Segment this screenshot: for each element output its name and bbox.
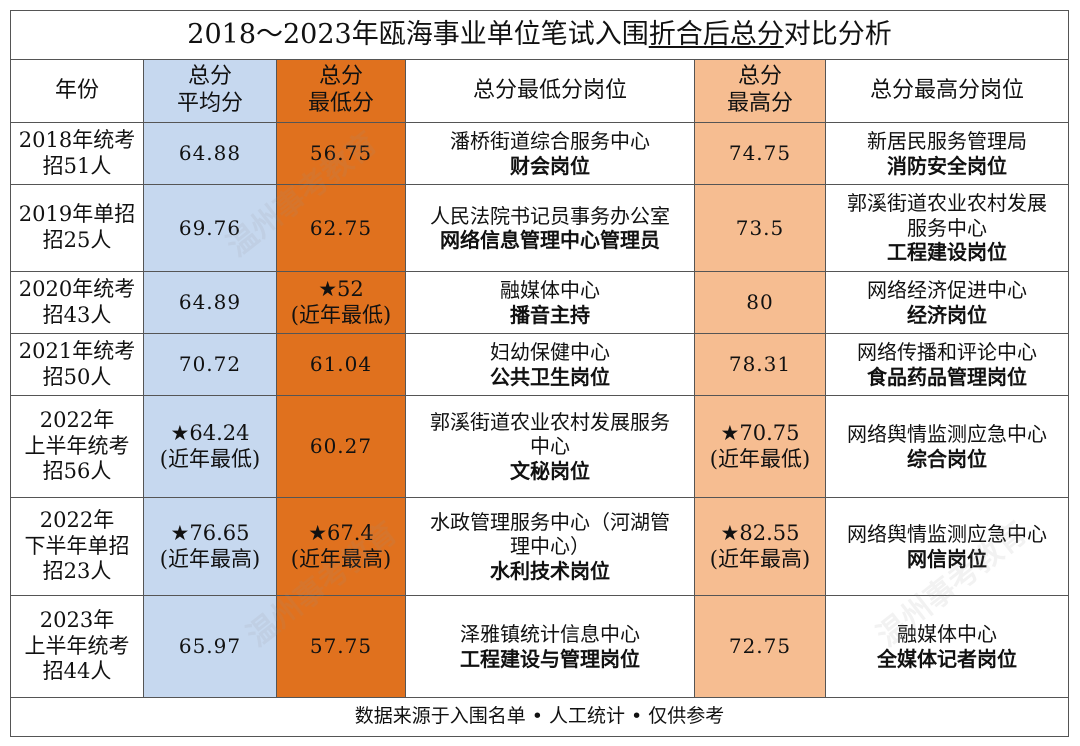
data-source-footer: 数据来源于入围名单 • 人工统计 • 仅供参考 (10, 697, 1069, 737)
avg-cell: 64.89 (143, 271, 277, 334)
max-cell: 72.75 (694, 595, 826, 698)
header-max-position: 总分最高分岗位 (825, 59, 1069, 123)
avg-cell: ★64.24 (近年最低) (143, 395, 277, 498)
max-position-cell: 郭溪街道农业农村发展 服务中心 工程建设岗位 (825, 184, 1069, 272)
year-cell: 2021年统考 招50人 (10, 333, 144, 396)
min-position-cell: 融媒体中心 播音主持 (405, 271, 695, 334)
header-max: 总分 最高分 (694, 59, 826, 123)
title-underlined: 折合后总分 (648, 18, 784, 50)
title-prefix: 2018～2023年瓯海事业单位笔试入围 (187, 18, 649, 50)
max-cell: 73.5 (694, 184, 826, 272)
year-cell: 2020年统考 招43人 (10, 271, 144, 334)
year-cell: 2022年 上半年统考 招56人 (10, 395, 144, 498)
min-cell: 56.75 (276, 122, 406, 185)
table-row: 2023年 上半年统考 招44人 65.97 57.75 泽雅镇统计信息中心 工程建设… (10, 595, 1069, 698)
year-cell: 2019年单招 招25人 (10, 184, 144, 272)
min-position-cell: 潘桥街道综合服务中心 财会岗位 (405, 122, 695, 185)
max-cell: ★70.75 (近年最低) (694, 395, 826, 498)
table-row: 2022年 上半年统考 招56人 ★64.24 (近年最低) 60.27 郭溪街道农业… (10, 395, 1069, 498)
year-cell: 2018年统考 招51人 (10, 122, 144, 185)
avg-cell: 64.88 (143, 122, 277, 185)
table-title: 2018～2023年瓯海事业单位笔试入围折合后总分对比分析 (10, 10, 1069, 60)
min-position-cell: 人民法院书记员事务办公室 网络信息管理中心管理员 (405, 184, 695, 272)
title-suffix: 对比分析 (783, 18, 892, 50)
year-cell: 2023年 上半年统考 招44人 (10, 595, 144, 698)
max-position-cell: 网络舆情监测应急中心 综合岗位 (825, 395, 1069, 498)
table-row: 2018年统考 招51人 64.88 56.75 潘桥街道综合服务中心 财会岗位 7… (10, 122, 1069, 185)
max-cell: 80 (694, 271, 826, 334)
min-cell: ★52 (近年最低) (276, 271, 406, 334)
max-position-cell: 新居民服务管理局 消防安全岗位 (825, 122, 1069, 185)
min-position-cell: 泽雅镇统计信息中心 工程建设与管理岗位 (405, 595, 695, 698)
avg-cell: 65.97 (143, 595, 277, 698)
min-position-cell: 郭溪街道农业农村发展服务 中心 文秘岗位 (405, 395, 695, 498)
avg-cell: ★76.65 (近年最高) (143, 497, 277, 596)
header-row: 年份 总分 平均分 总分 最低分 总分最低分岗位 总分 最高分 总分最高分岗位 (10, 59, 1069, 123)
min-cell: 57.75 (276, 595, 406, 698)
max-position-cell: 网络经济促进中心 经济岗位 (825, 271, 1069, 334)
min-cell: 61.04 (276, 333, 406, 396)
header-min-position: 总分最低分岗位 (405, 59, 695, 123)
avg-cell: 69.76 (143, 184, 277, 272)
min-cell: 60.27 (276, 395, 406, 498)
table-row: 2021年统考 招50人 70.72 61.04 妇幼保健中心 公共卫生岗位 78.… (10, 333, 1069, 396)
header-avg: 总分 平均分 (143, 59, 277, 123)
max-cell: 78.31 (694, 333, 826, 396)
max-position-cell: 网络传播和评论中心 食品药品管理岗位 (825, 333, 1069, 396)
score-comparison-table: 2018～2023年瓯海事业单位笔试入围折合后总分对比分析 年份 总分 平均分 总… (10, 10, 1069, 737)
table-row: 2019年单招 招25人 69.76 62.75 人民法院书记员事务办公室 网络信息… (10, 184, 1069, 272)
min-cell: 62.75 (276, 184, 406, 272)
max-cell: 74.75 (694, 122, 826, 185)
min-cell: ★67.4 (近年最高) (276, 497, 406, 596)
table-row: 2022年 下半年单招 招23人 ★76.65 (近年最高) ★67.4 (近年最高) … (10, 497, 1069, 596)
max-position-cell: 融媒体中心 全媒体记者岗位 (825, 595, 1069, 698)
header-year: 年份 (10, 59, 144, 123)
year-cell: 2022年 下半年单招 招23人 (10, 497, 144, 596)
max-position-cell: 网络舆情监测应急中心 网信岗位 (825, 497, 1069, 596)
min-position-cell: 水政管理服务中心（河湖管 理中心） 水利技术岗位 (405, 497, 695, 596)
table-row: 2020年统考 招43人 64.89 ★52 (近年最低) 融媒体中心 播音主持 80… (10, 271, 1069, 334)
header-min: 总分 最低分 (276, 59, 406, 123)
min-position-cell: 妇幼保健中心 公共卫生岗位 (405, 333, 695, 396)
max-cell: ★82.55 (近年最高) (694, 497, 826, 596)
avg-cell: 70.72 (143, 333, 277, 396)
